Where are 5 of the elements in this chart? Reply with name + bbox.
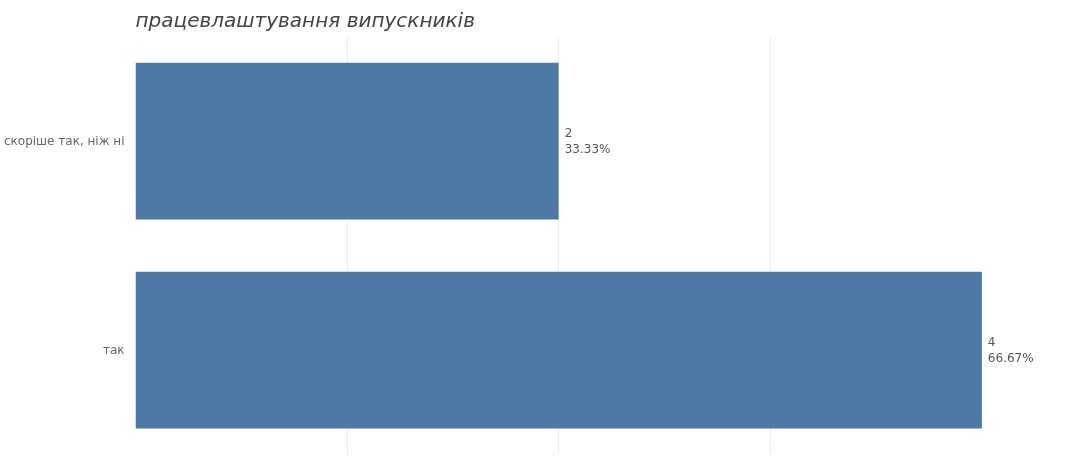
data-label: 2 33.33% — [564, 125, 611, 157]
chart-title: працевлаштування випускників — [135, 7, 475, 32]
y-tick-label: скоріше так, ніж ні — [3, 134, 125, 148]
data-label: 4 66.67% — [987, 334, 1034, 366]
y-tick-label: так — [102, 343, 125, 357]
